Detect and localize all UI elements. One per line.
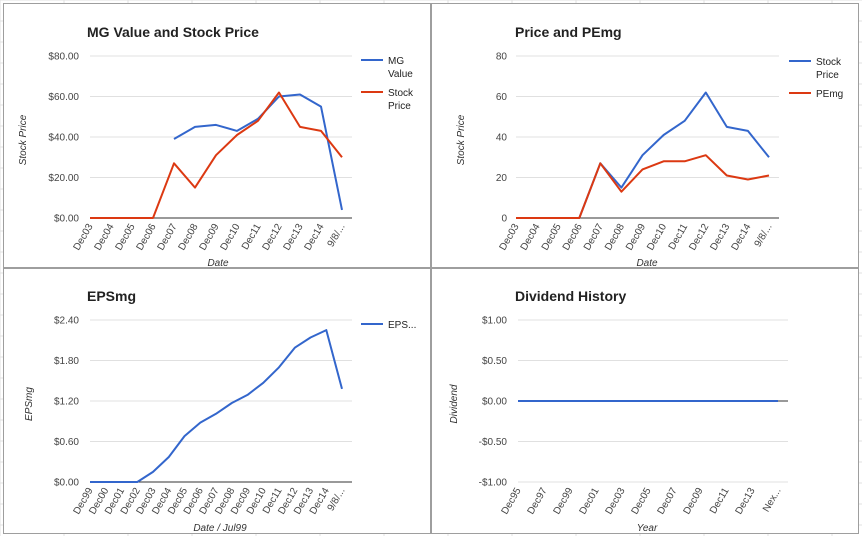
chart-panel-epsmg[interactable]: EPSmg EPSmg Date / Jul99 $0.00 $0.60 $1.20…	[3, 268, 431, 534]
x-tick-label: Dec09	[624, 222, 648, 253]
series-line-stock-price[interactable]	[516, 91, 770, 219]
y-axis-label: Dividend	[449, 384, 460, 423]
y-tick-label: -$1.00	[479, 478, 508, 489]
y-tick-label: $0.00	[54, 214, 79, 225]
x-axis-label: Date / Jul99	[193, 523, 247, 534]
y-axis-label: EPSmg	[24, 387, 35, 421]
y-tick-label: $2.40	[54, 316, 79, 327]
legend-label: EPS...	[388, 320, 416, 331]
x-tick-label: 9/8/...	[753, 222, 775, 249]
x-tick-label: Dec13	[708, 222, 732, 253]
y-tick-label: $0.60	[54, 437, 79, 448]
y-tick-label: 80	[496, 52, 508, 63]
chart-price-and-pemg: Price and PEmg Stock Price Date 0 20 40 60 8…	[456, 24, 843, 269]
legend-label: MG	[388, 56, 404, 67]
x-tick-label: Dec10	[219, 222, 243, 253]
x-tick-label: Dec01	[578, 486, 602, 517]
legend-label: Price	[816, 70, 839, 81]
y-tick-label: -$0.50	[479, 437, 508, 448]
y-axis-label: Stock Price	[456, 114, 467, 165]
x-tick-label: Dec99	[552, 486, 576, 517]
legend-label: Stock	[816, 57, 842, 68]
legend-label: Price	[388, 101, 411, 112]
x-tick-label: Dec08	[603, 222, 627, 253]
series-line-eps[interactable]	[90, 329, 343, 483]
y-tick-label: $1.80	[54, 356, 79, 367]
chart-dividend-history: Dividend History Dividend Year -$1.00 -$0…	[449, 288, 788, 534]
x-tick-label: Dec07	[582, 222, 606, 253]
chart-mg-value-and-stock-price: MG Value and Stock Price Stock Price Dat…	[18, 24, 414, 269]
x-axis-label: Date	[636, 258, 658, 269]
x-tick-label: Dec14	[303, 222, 327, 253]
chart-epsmg: EPSmg EPSmg Date / Jul99 $0.00 $0.60 $1.20…	[24, 288, 416, 534]
y-tick-label: $1.00	[482, 316, 507, 327]
y-tick-label: $60.00	[48, 92, 79, 103]
y-tick-label: $0.50	[482, 356, 507, 367]
x-tick-label: Dec05	[540, 222, 564, 253]
legend-label: Value	[388, 69, 413, 80]
x-tick-label: Dec13	[734, 486, 758, 517]
x-tick-label: 9/8/...	[326, 222, 348, 249]
chart-title: MG Value and Stock Price	[87, 24, 259, 40]
y-tick-label: $1.20	[54, 397, 79, 408]
y-tick-label: 40	[496, 133, 508, 144]
x-tick-label: Dec10	[645, 222, 669, 253]
x-axis-label: Date	[207, 258, 229, 269]
chart-title: Price and PEmg	[515, 24, 622, 40]
y-tick-label: $20.00	[48, 173, 79, 184]
legend-label: Stock	[388, 88, 414, 99]
x-tick-label: Dec06	[561, 222, 585, 253]
x-tick-label: Nex...	[761, 486, 784, 514]
y-tick-label: 60	[496, 92, 508, 103]
y-tick-label: $0.00	[54, 478, 79, 489]
legend-label: PEmg	[816, 89, 843, 100]
chart-title: Dividend History	[515, 288, 626, 304]
x-tick-label: Dec09	[682, 486, 706, 517]
y-tick-label: 0	[501, 214, 507, 225]
series-line-pemg[interactable]	[516, 154, 770, 219]
y-tick-label: $0.00	[482, 397, 507, 408]
chart-panel-mg-value[interactable]: MG Value and Stock Price Stock Price Dat…	[3, 3, 431, 269]
x-tick-label: Dec95	[500, 486, 524, 517]
series-line-stock-price[interactable]	[90, 91, 343, 219]
x-tick-label: Dec11	[708, 486, 732, 516]
y-tick-label: $40.00	[48, 133, 79, 144]
x-tick-label: Dec03	[604, 486, 628, 517]
x-tick-label: Dec07	[656, 486, 680, 517]
chart-panel-dividend-history[interactable]: Dividend History Dividend Year -$1.00 -$0…	[431, 268, 859, 534]
chart-panel-price-pemg[interactable]: Price and PEmg Stock Price Date 0 20 40 60 8…	[431, 3, 859, 269]
x-tick-label: Dec05	[630, 486, 654, 517]
x-tick-label: Dec03	[498, 222, 522, 253]
y-axis-label: Stock Price	[18, 114, 29, 165]
x-tick-label: Dec97	[526, 486, 550, 517]
x-axis-label: Year	[637, 523, 658, 534]
x-tick-label: Dec04	[519, 222, 543, 253]
y-tick-label: $80.00	[48, 52, 79, 63]
series-line-mg-value[interactable]	[173, 93, 343, 211]
chart-title: EPSmg	[87, 288, 136, 304]
x-tick-label: Dec14	[730, 222, 754, 253]
x-tick-label: Dec12	[687, 222, 711, 253]
y-tick-label: 20	[496, 173, 508, 184]
